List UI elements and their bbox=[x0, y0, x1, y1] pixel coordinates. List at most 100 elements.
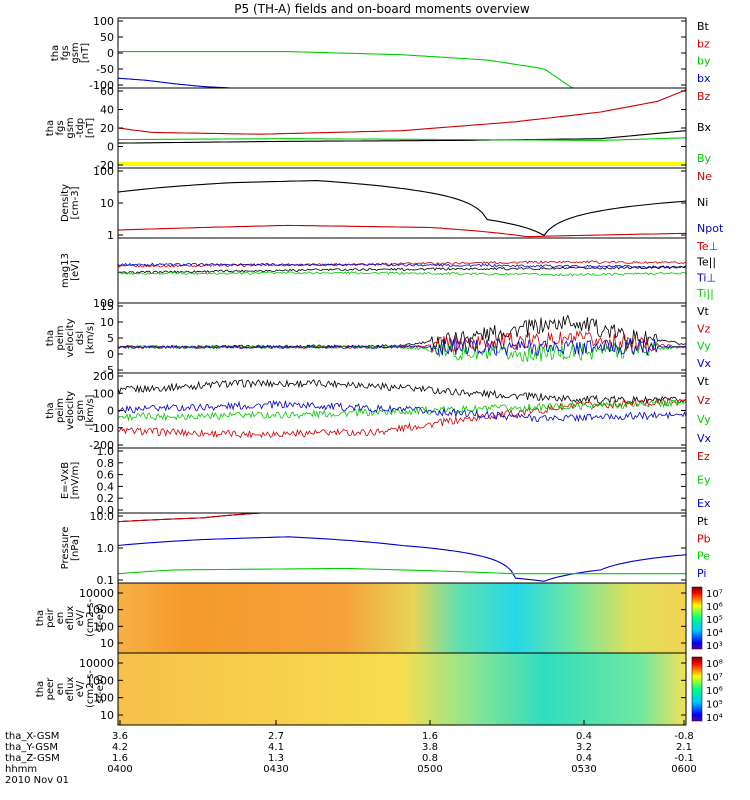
y-tick-label: -5 bbox=[103, 364, 114, 377]
series-Vx bbox=[118, 337, 686, 357]
series-Vz bbox=[118, 397, 686, 439]
y-tick-label: 100 bbox=[93, 297, 114, 310]
series-Vt bbox=[118, 378, 686, 405]
y-axis-label: sr-eV) bbox=[95, 674, 106, 703]
y-axis-label: [cm-3] bbox=[70, 186, 81, 219]
ephemeris-value: 4.1 bbox=[268, 742, 284, 753]
ephemeris-value: -0.1 bbox=[674, 753, 694, 764]
colorbar-tick-label: 10⁴ bbox=[706, 628, 723, 639]
y-tick-label: 60 bbox=[100, 85, 114, 98]
panel-frame bbox=[117, 87, 687, 169]
y-axis-label: gsm bbox=[65, 117, 76, 138]
y-axis-label: tha bbox=[50, 45, 61, 61]
panel-velocity_gsm: 200 100 0 -100 -200 tha peim velocity gsm [km/s] V… bbox=[45, 370, 712, 452]
legend-Ey: Ey bbox=[697, 474, 711, 487]
y-tick-label: 10 bbox=[100, 637, 114, 650]
y-tick-label: 100 bbox=[93, 387, 114, 400]
y-tick-label: 0 bbox=[107, 348, 114, 361]
legend-Vz: Vz bbox=[697, 394, 711, 407]
y-axis-label: [nPa] bbox=[70, 535, 81, 561]
y-axis-label: -tdp bbox=[75, 118, 86, 138]
y-tick-label: 10000 bbox=[79, 587, 114, 600]
y-tick-label: 10 bbox=[100, 316, 114, 329]
ephemeris-row-label: tha_Z-GSM bbox=[5, 753, 60, 764]
panel-frame bbox=[117, 17, 687, 89]
panel-frame bbox=[117, 372, 687, 449]
y-axis-label: dsl bbox=[75, 331, 86, 345]
y-axis-label: eflux bbox=[65, 677, 76, 702]
legend-Vt: Vt bbox=[697, 305, 710, 318]
legend-Ez: Ez bbox=[697, 450, 710, 463]
legend-bz: bz bbox=[697, 37, 710, 50]
ephemeris-value: 3.6 bbox=[112, 731, 128, 742]
ephemeris-value: 0.4 bbox=[576, 753, 592, 764]
series-Te|| bbox=[118, 265, 686, 275]
y-axis-label: [eV] bbox=[70, 260, 81, 281]
ephemeris-value: -0.8 bbox=[674, 731, 694, 742]
ephemeris-value: 0600 bbox=[671, 764, 696, 775]
legend-Ti||: Ti|| bbox=[696, 287, 714, 300]
colorbar-tick-label: 10⁶ bbox=[706, 602, 723, 613]
y-axis-label: fgs bbox=[60, 45, 71, 60]
series-Vx bbox=[118, 399, 686, 423]
y-tick-label: -100 bbox=[89, 422, 114, 435]
colorbar-tick-label: 10³ bbox=[706, 641, 723, 652]
ephemeris-value: 0530 bbox=[571, 764, 596, 775]
legend-Pt: Pt bbox=[697, 515, 709, 528]
panel-velocity_dsl: 15 10 5 0 -5 tha peim velocity dsl [km/s] Vt Vz Vy Vx bbox=[45, 300, 712, 377]
legend-Vy: Vy bbox=[697, 413, 711, 426]
y-tick-label: 0 bbox=[107, 141, 114, 154]
series-Ti⊥ bbox=[118, 262, 686, 269]
panel-frame bbox=[117, 237, 687, 304]
ephemeris-value: 2.7 bbox=[268, 731, 284, 742]
y-tick-label: -20 bbox=[96, 159, 114, 172]
panel-ion_spectrogram: 10⁷ 10⁶ 10⁵ 10⁴ 10³ 10000 1000 100 10 tha peir en ef… bbox=[35, 582, 723, 654]
colorbar-tick-label: 10⁷ bbox=[706, 589, 723, 600]
series-Pb bbox=[118, 513, 261, 523]
y-axis-label: eflux bbox=[65, 606, 76, 631]
legend-Vz: Vz bbox=[697, 322, 711, 335]
y-axis-label: peer bbox=[45, 677, 56, 701]
legend-Vx: Vx bbox=[697, 357, 712, 370]
colorbar-tick-label: 10⁵ bbox=[706, 615, 723, 626]
y-tick-label: -50 bbox=[96, 63, 114, 76]
colorbar bbox=[691, 586, 703, 650]
spectrogram-image bbox=[118, 653, 686, 725]
series-Pe bbox=[118, 567, 686, 575]
date-label: 2010 Nov 01 bbox=[5, 775, 69, 786]
y-axis-label: mag13 bbox=[60, 253, 71, 288]
y-tick-label: 40 bbox=[100, 104, 114, 117]
panel-frame bbox=[117, 652, 687, 726]
y-tick-label: -200 bbox=[89, 439, 114, 452]
series-Ne bbox=[118, 224, 686, 238]
y-tick-label: 0.2 bbox=[97, 492, 115, 505]
series-Ti|| bbox=[118, 271, 686, 277]
page-title: P5 (TH-A) fields and on-board moments ov… bbox=[234, 2, 530, 16]
y-tick-label: 100 bbox=[93, 620, 114, 633]
y-tick-label: 0.1 bbox=[97, 574, 115, 587]
legend-Te⊥: Te⊥ bbox=[696, 240, 718, 253]
y-tick-label: 1.0 bbox=[97, 542, 115, 555]
y-tick-label: -100 bbox=[89, 79, 114, 92]
series-Pi bbox=[118, 536, 686, 582]
legend-Npot: Npot bbox=[697, 222, 724, 235]
y-tick-label: 0.8 bbox=[97, 457, 115, 470]
y-tick-label: 1000 bbox=[86, 604, 114, 617]
y-axis-label: [km/s] bbox=[85, 322, 96, 354]
series-By bbox=[118, 137, 686, 141]
ephemeris-row-label: tha_Y-GSM bbox=[5, 742, 58, 753]
legend-Vy: Vy bbox=[697, 340, 711, 353]
spectrogram-image bbox=[118, 583, 686, 653]
panel-fgs_gsm: 100 50 0 -50 -100 tha fgs gsm [nT] Bt bz by bx bbox=[50, 15, 711, 92]
y-tick-label: 0 bbox=[107, 405, 114, 418]
y-axis-label: velocity bbox=[65, 391, 76, 430]
y-axis-label: fgs bbox=[55, 120, 66, 135]
y-tick-label: 0 bbox=[107, 47, 114, 60]
colorbar-tick-label: 10⁵ bbox=[706, 700, 723, 711]
y-axis-label: (cm2-s- bbox=[85, 599, 96, 637]
legend-Ex: Ex bbox=[697, 497, 711, 510]
legend-Vx: Vx bbox=[697, 432, 712, 445]
y-tick-label: 10 bbox=[100, 197, 114, 210]
